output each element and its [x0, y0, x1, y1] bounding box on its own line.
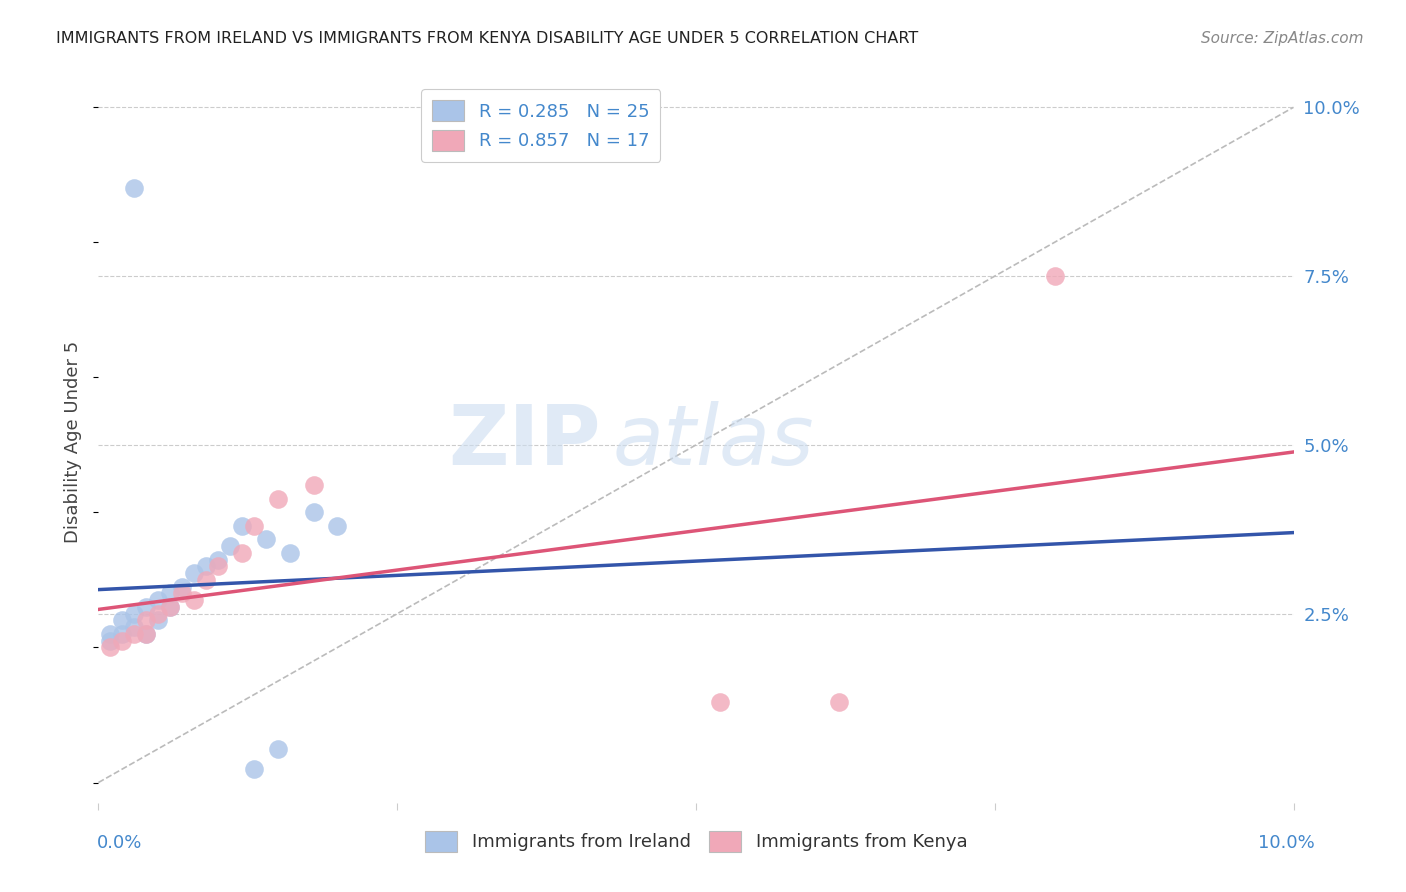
Y-axis label: Disability Age Under 5: Disability Age Under 5: [65, 341, 83, 542]
Point: [98, 640, 122, 655]
Point: [243, 519, 266, 533]
Point: [243, 762, 266, 776]
Point: [278, 546, 301, 560]
Point: [1043, 269, 1066, 284]
Point: [98, 633, 122, 648]
Point: [124, 627, 146, 641]
Point: [267, 741, 290, 756]
Point: [207, 559, 229, 574]
Point: [148, 593, 170, 607]
Point: [124, 181, 146, 195]
Point: [172, 580, 194, 594]
Point: [124, 620, 146, 634]
Text: ZIP: ZIP: [449, 401, 600, 482]
Point: [98, 627, 122, 641]
Point: [111, 614, 134, 628]
Text: IMMIGRANTS FROM IRELAND VS IMMIGRANTS FROM KENYA DISABILITY AGE UNDER 5 CORRELAT: IMMIGRANTS FROM IRELAND VS IMMIGRANTS FR…: [56, 31, 918, 46]
Point: [148, 614, 170, 628]
Legend: Immigrants from Ireland, Immigrants from Kenya: Immigrants from Ireland, Immigrants from…: [418, 823, 974, 859]
Point: [135, 627, 157, 641]
Point: [172, 586, 194, 600]
Point: [302, 505, 325, 519]
Point: [267, 491, 290, 506]
Text: Source: ZipAtlas.com: Source: ZipAtlas.com: [1201, 31, 1364, 46]
Text: 10.0%: 10.0%: [1258, 834, 1315, 852]
Point: [159, 599, 181, 614]
Point: [828, 694, 851, 708]
Point: [148, 607, 170, 621]
Point: [231, 546, 253, 560]
Point: [254, 533, 277, 547]
Point: [183, 593, 205, 607]
Point: [195, 573, 218, 587]
Point: [326, 519, 349, 533]
Point: [111, 627, 134, 641]
Point: [135, 614, 157, 628]
Point: [111, 633, 134, 648]
Text: 0.0%: 0.0%: [97, 834, 142, 852]
Point: [135, 627, 157, 641]
Point: [231, 519, 253, 533]
Point: [302, 478, 325, 492]
Point: [183, 566, 205, 581]
Text: atlas: atlas: [613, 401, 814, 482]
Point: [135, 599, 157, 614]
Point: [159, 586, 181, 600]
Point: [195, 559, 218, 574]
Point: [219, 539, 242, 553]
Point: [124, 607, 146, 621]
Point: [159, 599, 181, 614]
Point: [709, 694, 731, 708]
Point: [207, 552, 229, 566]
